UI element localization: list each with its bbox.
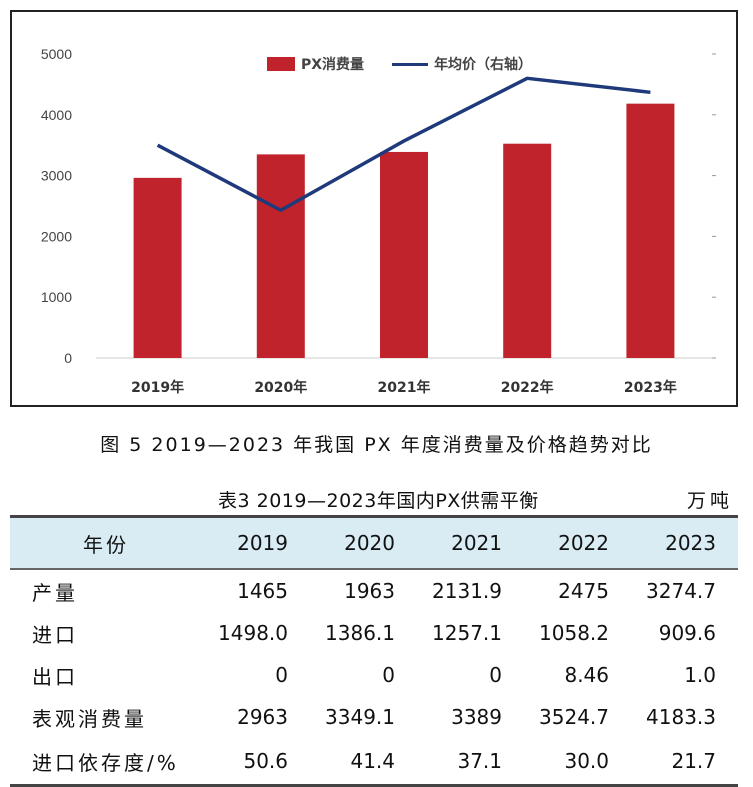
- table-header-row: 年份 2019 2020 2021 2022 2023: [10, 517, 738, 570]
- row-label: 进口依存度/%: [10, 738, 203, 786]
- y-tick-label: 5000: [41, 46, 72, 62]
- supply-demand-table: 年份 2019 2020 2021 2022 2023 产量 1465 1963…: [10, 515, 738, 787]
- table-cell: 1058.2: [524, 612, 631, 654]
- table-cell: 41.4: [310, 738, 417, 786]
- x-tick-label: 2022年: [501, 379, 554, 396]
- header-2022: 2022: [524, 517, 631, 570]
- table-cell: 0: [310, 654, 417, 696]
- bar: [134, 178, 182, 358]
- header-2023: 2023: [631, 517, 738, 570]
- y-tick-label: 4000: [41, 107, 72, 123]
- table-cell: 8.46: [524, 654, 631, 696]
- table-cell: 1498.0: [203, 612, 310, 654]
- legend-line-label: 年均价（右轴）: [434, 54, 532, 74]
- row-label: 进口: [10, 612, 203, 654]
- table-cell: 37.1: [417, 738, 524, 786]
- bar: [257, 154, 305, 358]
- header-2021: 2021: [417, 517, 524, 570]
- table-cell: 1963: [310, 569, 417, 612]
- table-row: 进口依存度/% 50.6 41.4 37.1 30.0 21.7: [10, 738, 738, 786]
- table-row: 表观消费量 2963 3349.1 3389 3524.7 4183.3: [10, 696, 738, 738]
- table-cell: 3524.7: [524, 696, 631, 738]
- x-tick-label: 2019年: [131, 379, 184, 396]
- table-cell: 2131.9: [417, 569, 524, 612]
- table-cell: 2475: [524, 569, 631, 612]
- row-label: 表观消费量: [10, 696, 203, 738]
- table-cell: 1386.1: [310, 612, 417, 654]
- figure-caption: 图 5 2019—2023 年我国 PX 年度消费量及价格趋势对比: [0, 430, 753, 457]
- table-row: 出口 0 0 0 8.46 1.0: [10, 654, 738, 696]
- x-tick-label: 2020年: [254, 379, 307, 396]
- table-unit: 万吨: [687, 486, 733, 513]
- bar: [503, 144, 551, 358]
- x-tick-label: 2021年: [378, 379, 431, 396]
- chart-legend: PX消费量 年均价（右轴）: [267, 54, 532, 74]
- x-tick-label: 2023年: [624, 379, 677, 396]
- row-label: 出口: [10, 654, 203, 696]
- table-cell: 3349.1: [310, 696, 417, 738]
- table-cell: 50.6: [203, 738, 310, 786]
- table-cell: 1465: [203, 569, 310, 612]
- table-cell: 3389: [417, 696, 524, 738]
- table-cell: 2963: [203, 696, 310, 738]
- y-tick-label: 3000: [41, 168, 72, 184]
- bar: [380, 152, 428, 358]
- header-2020: 2020: [310, 517, 417, 570]
- bar: [626, 104, 674, 358]
- table-cell: 30.0: [524, 738, 631, 786]
- legend-bar-label: PX消费量: [301, 54, 364, 74]
- table-cell: 1257.1: [417, 612, 524, 654]
- header-year: 年份: [10, 517, 203, 570]
- table-cell: 0: [417, 654, 524, 696]
- y-tick-label: 0: [64, 350, 72, 366]
- legend-bar-swatch: [267, 57, 295, 71]
- table-cell: 4183.3: [631, 696, 738, 738]
- table-cell: 3274.7: [631, 569, 738, 612]
- legend-line-swatch: [392, 63, 428, 66]
- y-tick-label: 2000: [41, 228, 72, 244]
- chart-frame: 5000 4000 3000 2000 1000 0 2019年 2020年 2021年 2022…: [10, 10, 738, 407]
- table-caption: 表3 2019—2023年国内PX供需平衡: [218, 486, 539, 513]
- table-row: 产量 1465 1963 2131.9 2475 3274.7: [10, 569, 738, 612]
- table-cell: 21.7: [631, 738, 738, 786]
- y-tick-label: 1000: [41, 289, 72, 305]
- table-row: 进口 1498.0 1386.1 1257.1 1058.2 909.6: [10, 612, 738, 654]
- table-cell: 0: [203, 654, 310, 696]
- header-2019: 2019: [203, 517, 310, 570]
- row-label: 产量: [10, 569, 203, 612]
- table-cell: 909.6: [631, 612, 738, 654]
- table-cell: 1.0: [631, 654, 738, 696]
